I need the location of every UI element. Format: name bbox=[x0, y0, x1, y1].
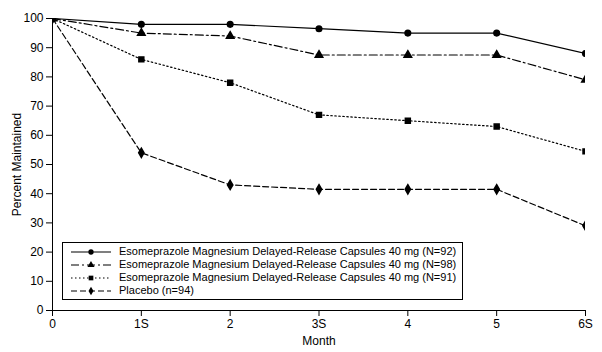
svg-text:Month: Month bbox=[302, 334, 335, 348]
svg-text:0: 0 bbox=[49, 317, 56, 331]
svg-text:40: 40 bbox=[30, 187, 44, 201]
svg-text:60: 60 bbox=[30, 128, 44, 142]
svg-text:20: 20 bbox=[30, 245, 44, 259]
svg-text:30: 30 bbox=[30, 216, 44, 230]
svg-text:3S: 3S bbox=[312, 317, 327, 331]
svg-text:1S: 1S bbox=[134, 317, 149, 331]
svg-text:Percent Maintained: Percent Maintained bbox=[10, 113, 24, 216]
svg-text:4: 4 bbox=[404, 317, 411, 331]
svg-text:5: 5 bbox=[493, 317, 500, 331]
svg-text:70: 70 bbox=[30, 99, 44, 113]
svg-text:80: 80 bbox=[30, 70, 44, 84]
svg-text:10: 10 bbox=[30, 274, 44, 288]
html-text:Placebo (n=94): Placebo (n=94) bbox=[119, 284, 194, 296]
svg-text:100: 100 bbox=[23, 11, 43, 25]
svg-text:90: 90 bbox=[30, 41, 44, 55]
html-text:Esomeprazole Magnesium Delayed: Esomeprazole Magnesium Delayed-Release C… bbox=[119, 258, 457, 270]
html-text:Esomeprazole Magnesium Delayed: Esomeprazole Magnesium Delayed-Release C… bbox=[119, 245, 457, 257]
svg-text:0: 0 bbox=[37, 303, 44, 317]
svg-text:2: 2 bbox=[227, 317, 234, 331]
html-text:Esomeprazole Magnesium Delayed: Esomeprazole Magnesium Delayed-Release C… bbox=[119, 271, 457, 283]
svg-text:6S: 6S bbox=[578, 317, 593, 331]
svg-text:50: 50 bbox=[30, 157, 44, 171]
